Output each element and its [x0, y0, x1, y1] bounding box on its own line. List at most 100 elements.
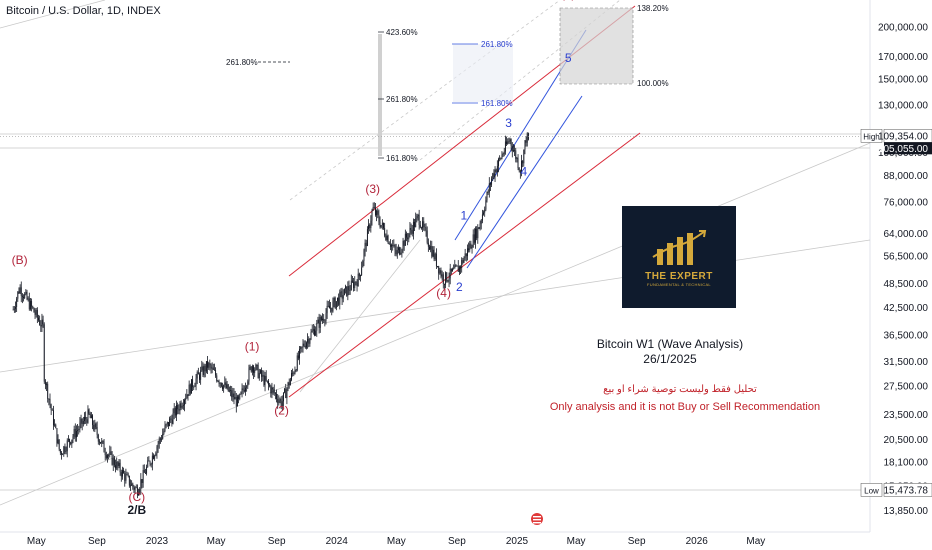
candle-body	[305, 342, 307, 348]
fib-drawings: 423.60% 261.80% 161.80% 261.80% 261.80% 161.8…	[226, 4, 669, 163]
candle-body	[353, 281, 355, 289]
candle-body	[155, 453, 157, 456]
candle-body	[140, 479, 142, 490]
wave-label-blue: 4	[521, 165, 528, 179]
event-marker-icon[interactable]	[531, 513, 543, 525]
fib-label: 138.20%	[637, 4, 669, 13]
logo-name: THE EXPERT	[645, 271, 713, 282]
candle-body	[462, 260, 464, 263]
candle-body	[455, 265, 457, 266]
wave-label-red: (3)	[365, 182, 380, 196]
candle-body	[97, 434, 99, 442]
candle-body	[207, 361, 208, 368]
candle-body	[420, 227, 422, 229]
candle-body	[271, 387, 273, 394]
target-zone-box	[559, 7, 634, 85]
candle-body	[242, 388, 244, 390]
candle-body	[355, 281, 357, 283]
candle-body	[210, 365, 212, 369]
candle-body	[395, 249, 397, 255]
candle-body	[15, 306, 16, 309]
candle-body	[115, 465, 116, 469]
candle-body	[335, 301, 337, 309]
candle-body	[478, 227, 480, 229]
candle-body	[19, 287, 21, 293]
candle-body	[412, 221, 414, 234]
candle-body	[108, 454, 110, 456]
candle-body	[393, 245, 395, 247]
candle-body	[304, 345, 306, 348]
candle-body	[250, 366, 252, 372]
candle-body	[322, 318, 323, 320]
candle-body	[43, 324, 45, 382]
fib-label: 100.00%	[637, 79, 669, 88]
candle-body	[138, 492, 139, 496]
candle-body	[433, 249, 435, 260]
candle-body	[289, 379, 291, 386]
guide-line	[419, 0, 621, 161]
flag-stripe	[533, 519, 541, 521]
candle-body	[379, 222, 381, 228]
candle-body	[347, 286, 349, 296]
candle-body	[373, 207, 375, 208]
candle-body	[48, 398, 50, 400]
candle-body	[381, 222, 383, 226]
candle-body	[136, 487, 138, 496]
candle-body	[116, 461, 118, 469]
candle-body	[495, 169, 497, 173]
candle-body	[493, 173, 495, 177]
candle-body	[50, 404, 52, 410]
candle-body	[187, 394, 189, 396]
candle-body	[448, 278, 450, 281]
candle-body	[131, 483, 133, 486]
candle-body	[93, 424, 95, 430]
candle-body	[126, 474, 128, 476]
candle-body	[377, 210, 379, 215]
candle-body	[176, 404, 177, 416]
candle-body	[219, 382, 221, 384]
candle-body	[351, 280, 353, 282]
candle-body	[190, 379, 192, 394]
candle-body	[163, 430, 165, 434]
candle-body	[57, 439, 59, 444]
candle-body	[134, 487, 136, 490]
candle-body	[80, 418, 82, 423]
candle-body	[225, 382, 227, 389]
fib-label: 423.60%	[386, 28, 418, 37]
candle-body	[257, 365, 259, 378]
candle-body	[338, 297, 340, 305]
candle-body	[223, 385, 225, 389]
candle-body	[20, 287, 22, 296]
time-tick-label: May	[746, 536, 765, 547]
candle-body	[476, 228, 478, 239]
candle-body	[47, 383, 49, 399]
time-tick-label: May	[27, 536, 46, 547]
current-price-badge	[884, 142, 932, 155]
candle-body	[133, 486, 135, 490]
guide-line	[299, 239, 421, 393]
candle-body	[376, 210, 378, 216]
candle-body	[330, 307, 332, 309]
candle-body	[156, 447, 158, 454]
wave-label-red: (5)	[561, 0, 576, 1]
candle-body	[29, 301, 31, 310]
the-expert-logo: THE EXPERT FUNDAMENTAL & TECHNICAL	[622, 206, 736, 308]
candle-body	[28, 298, 30, 310]
candle-body	[488, 183, 490, 193]
candle-body	[256, 364, 258, 366]
candle-body	[130, 485, 131, 487]
price-tick-label: 170,000.00	[878, 52, 928, 63]
candle-body	[526, 133, 528, 143]
candle-body	[417, 214, 419, 217]
candle-body	[332, 301, 334, 312]
candle-body	[84, 417, 85, 422]
candle-body	[426, 230, 428, 243]
candle-body	[356, 282, 358, 287]
candle-body	[265, 375, 267, 381]
candle-body	[209, 363, 211, 366]
candle-body	[501, 154, 503, 159]
candle-body	[407, 237, 409, 240]
price-tick-label: 31,500.00	[884, 357, 929, 368]
